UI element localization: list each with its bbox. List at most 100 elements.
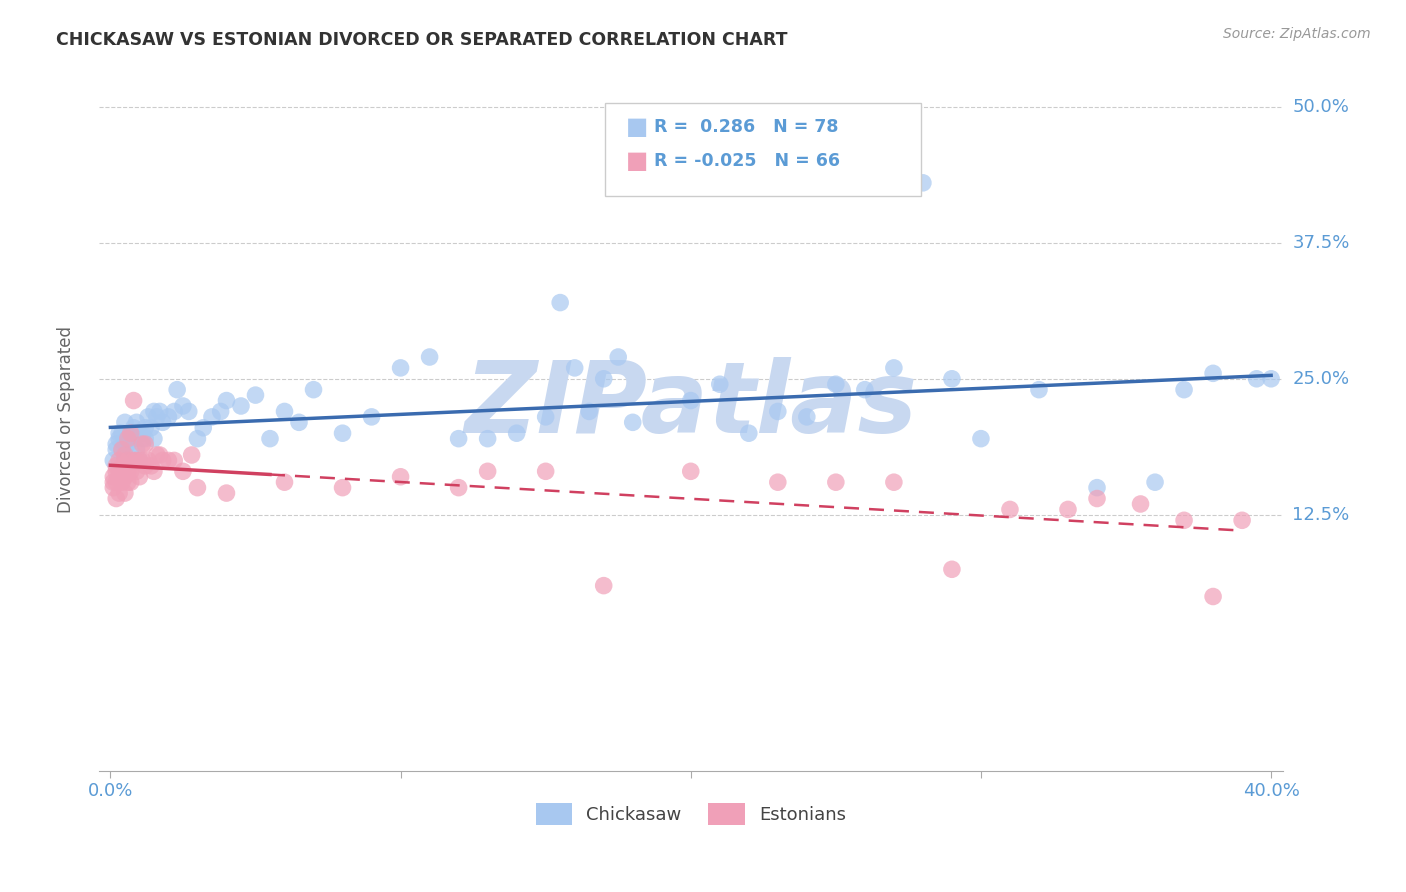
Point	[970, 432, 993, 446]
Point	[564, 360, 586, 375]
Text: ■: ■	[626, 115, 648, 138]
Point	[201, 409, 224, 424]
Point	[122, 421, 145, 435]
Point	[146, 409, 169, 424]
Point	[139, 458, 162, 473]
Point	[853, 383, 876, 397]
Point	[105, 491, 128, 506]
Point	[136, 409, 159, 424]
Point	[477, 464, 499, 478]
Point	[120, 442, 142, 457]
Point	[108, 426, 131, 441]
Point	[1144, 475, 1167, 490]
Point	[1202, 367, 1225, 381]
Point	[332, 481, 354, 495]
Point	[111, 426, 134, 441]
Point	[578, 404, 600, 418]
Point	[108, 469, 131, 483]
Point	[1085, 491, 1108, 506]
Point	[111, 442, 134, 457]
Point	[1246, 372, 1268, 386]
Point	[117, 437, 139, 451]
Point	[245, 388, 267, 402]
Point	[824, 475, 846, 490]
Point	[824, 377, 846, 392]
Point	[120, 426, 142, 441]
Point	[149, 448, 172, 462]
Legend: Chickasaw, Estonians: Chickasaw, Estonians	[536, 803, 846, 825]
Point	[505, 426, 527, 441]
Point	[419, 350, 441, 364]
Point	[1028, 383, 1050, 397]
Point	[125, 464, 148, 478]
Point	[117, 432, 139, 446]
Point	[209, 404, 232, 418]
Point	[134, 458, 156, 473]
Point	[103, 453, 125, 467]
Point	[120, 475, 142, 490]
Point	[332, 426, 354, 441]
Point	[1260, 372, 1282, 386]
Point	[273, 475, 295, 490]
Point	[766, 475, 789, 490]
Point	[128, 453, 150, 467]
Point	[111, 458, 134, 473]
Text: 12.5%: 12.5%	[1292, 506, 1350, 524]
Point	[534, 409, 557, 424]
Point	[105, 458, 128, 473]
Point	[108, 486, 131, 500]
Point	[120, 426, 142, 441]
Point	[142, 464, 165, 478]
Point	[131, 426, 153, 441]
Point	[186, 481, 208, 495]
Point	[163, 404, 186, 418]
Point	[1085, 481, 1108, 495]
Point	[146, 448, 169, 462]
Point	[152, 415, 174, 429]
Point	[592, 579, 614, 593]
Point	[288, 415, 311, 429]
Point	[128, 426, 150, 441]
Point	[122, 453, 145, 467]
Point	[128, 453, 150, 467]
Point	[111, 475, 134, 490]
Point	[114, 415, 136, 429]
Point	[389, 469, 412, 483]
Point	[1202, 590, 1225, 604]
Point	[273, 404, 295, 418]
Point	[117, 432, 139, 446]
Text: Source: ZipAtlas.com: Source: ZipAtlas.com	[1223, 27, 1371, 41]
Point	[1129, 497, 1152, 511]
Text: CHICKASAW VS ESTONIAN DIVORCED OR SEPARATED CORRELATION CHART: CHICKASAW VS ESTONIAN DIVORCED OR SEPARA…	[56, 31, 787, 49]
Point	[134, 421, 156, 435]
Point	[125, 415, 148, 429]
Point	[911, 176, 934, 190]
Point	[114, 453, 136, 467]
Point	[796, 409, 818, 424]
Point	[883, 360, 905, 375]
Point	[166, 383, 188, 397]
Point	[766, 404, 789, 418]
Point	[103, 469, 125, 483]
Point	[1173, 513, 1195, 527]
Point	[592, 372, 614, 386]
Point	[105, 475, 128, 490]
Point	[177, 404, 200, 418]
Point	[172, 464, 194, 478]
Point	[709, 377, 731, 392]
Point	[114, 448, 136, 462]
Point	[679, 393, 702, 408]
Point	[131, 432, 153, 446]
Point	[108, 453, 131, 467]
Text: ■: ■	[626, 149, 648, 172]
Point	[152, 453, 174, 467]
Point	[157, 409, 180, 424]
Point	[131, 453, 153, 467]
Point	[534, 464, 557, 478]
Point	[157, 453, 180, 467]
Point	[114, 486, 136, 500]
Point	[215, 393, 238, 408]
Text: ZIPatlas: ZIPatlas	[464, 357, 917, 454]
Point	[122, 432, 145, 446]
Point	[131, 437, 153, 451]
